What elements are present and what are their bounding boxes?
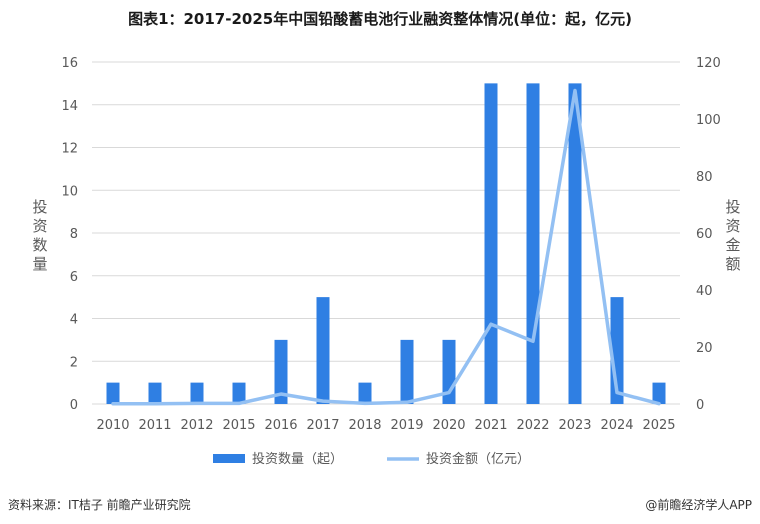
left-tick-label: 4	[70, 313, 78, 328]
x-axis-ticks: 2010 2011 2012 2015 2016 2017 2018 2019 2020 2021…	[96, 418, 675, 433]
left-tick-label: 0	[70, 398, 78, 413]
bar	[652, 382, 666, 404]
left-axis-title-char: 量	[32, 255, 47, 273]
gridlines	[92, 61, 680, 405]
x-tick-label: 2023	[558, 418, 591, 433]
bar	[316, 297, 330, 404]
bar	[568, 83, 582, 404]
x-tick-label: 2018	[348, 418, 381, 433]
bar	[148, 382, 162, 404]
brand-note: @前瞻经济学人APP	[645, 498, 752, 512]
bar	[106, 382, 120, 404]
x-tick-label: 2012	[180, 418, 213, 433]
legend-bar-swatch	[213, 454, 245, 463]
x-tick-label: 2017	[306, 418, 339, 433]
x-tick-label: 2016	[264, 418, 297, 433]
x-tick-label: 2011	[138, 418, 171, 433]
legend-line-label: 投资金额（亿元）	[426, 451, 530, 467]
bar	[232, 382, 246, 404]
right-axis-ticks: 0 20 40 60 80 100 120	[696, 56, 721, 413]
right-axis-title-char: 资	[725, 217, 740, 235]
right-axis-title-char: 金	[725, 236, 740, 254]
x-tick-label: 2015	[222, 418, 255, 433]
x-tick-label: 2024	[600, 418, 633, 433]
bar	[274, 339, 288, 404]
right-tick-label: 120	[696, 56, 721, 71]
legend: 投资数量（起） 投资金额（亿元）	[213, 451, 530, 467]
chart-title: 图表1：2017-2025年中国铅酸蓄电池行业融资整体情况(单位：起，亿元)	[128, 10, 632, 28]
right-tick-label: 80	[696, 170, 713, 185]
x-tick-label: 2019	[390, 418, 423, 433]
right-axis-title-char: 额	[725, 255, 740, 273]
right-tick-label: 20	[696, 341, 713, 356]
left-tick-label: 10	[61, 184, 78, 199]
left-axis-title-char: 资	[32, 217, 47, 235]
left-tick-label: 16	[61, 56, 78, 71]
right-tick-label: 100	[696, 113, 721, 128]
left-tick-label: 6	[70, 270, 78, 285]
x-tick-label: 2020	[432, 418, 465, 433]
bar	[484, 83, 498, 404]
bar	[526, 83, 540, 404]
left-axis-title-char: 投	[32, 198, 47, 216]
x-tick-label: 2010	[96, 418, 129, 433]
bar	[358, 382, 372, 404]
line-path	[111, 88, 661, 406]
right-tick-label: 60	[696, 227, 713, 242]
left-axis-ticks: 0 2 4 6 8 10 12 14 16	[61, 56, 78, 413]
left-tick-label: 8	[70, 227, 78, 242]
line-series	[111, 88, 661, 406]
right-tick-label: 0	[696, 398, 704, 413]
bar	[190, 382, 204, 404]
left-tick-label: 12	[61, 142, 78, 157]
source-note: 资料来源：IT桔子 前瞻产业研究院	[8, 498, 191, 512]
right-tick-label: 40	[696, 284, 713, 299]
left-tick-label: 14	[61, 99, 78, 114]
right-axis-title: 投资金额	[725, 198, 740, 273]
left-tick-label: 2	[70, 355, 78, 370]
right-axis-title-char: 投	[725, 198, 740, 216]
left-axis-title-char: 数	[32, 236, 47, 254]
x-tick-label: 2021	[474, 418, 507, 433]
x-tick-label: 2025	[642, 418, 675, 433]
left-axis-title: 投资数量	[32, 198, 47, 273]
bar	[400, 339, 414, 404]
legend-bar-label: 投资数量（起）	[252, 451, 343, 467]
x-tick-label: 2022	[516, 418, 549, 433]
